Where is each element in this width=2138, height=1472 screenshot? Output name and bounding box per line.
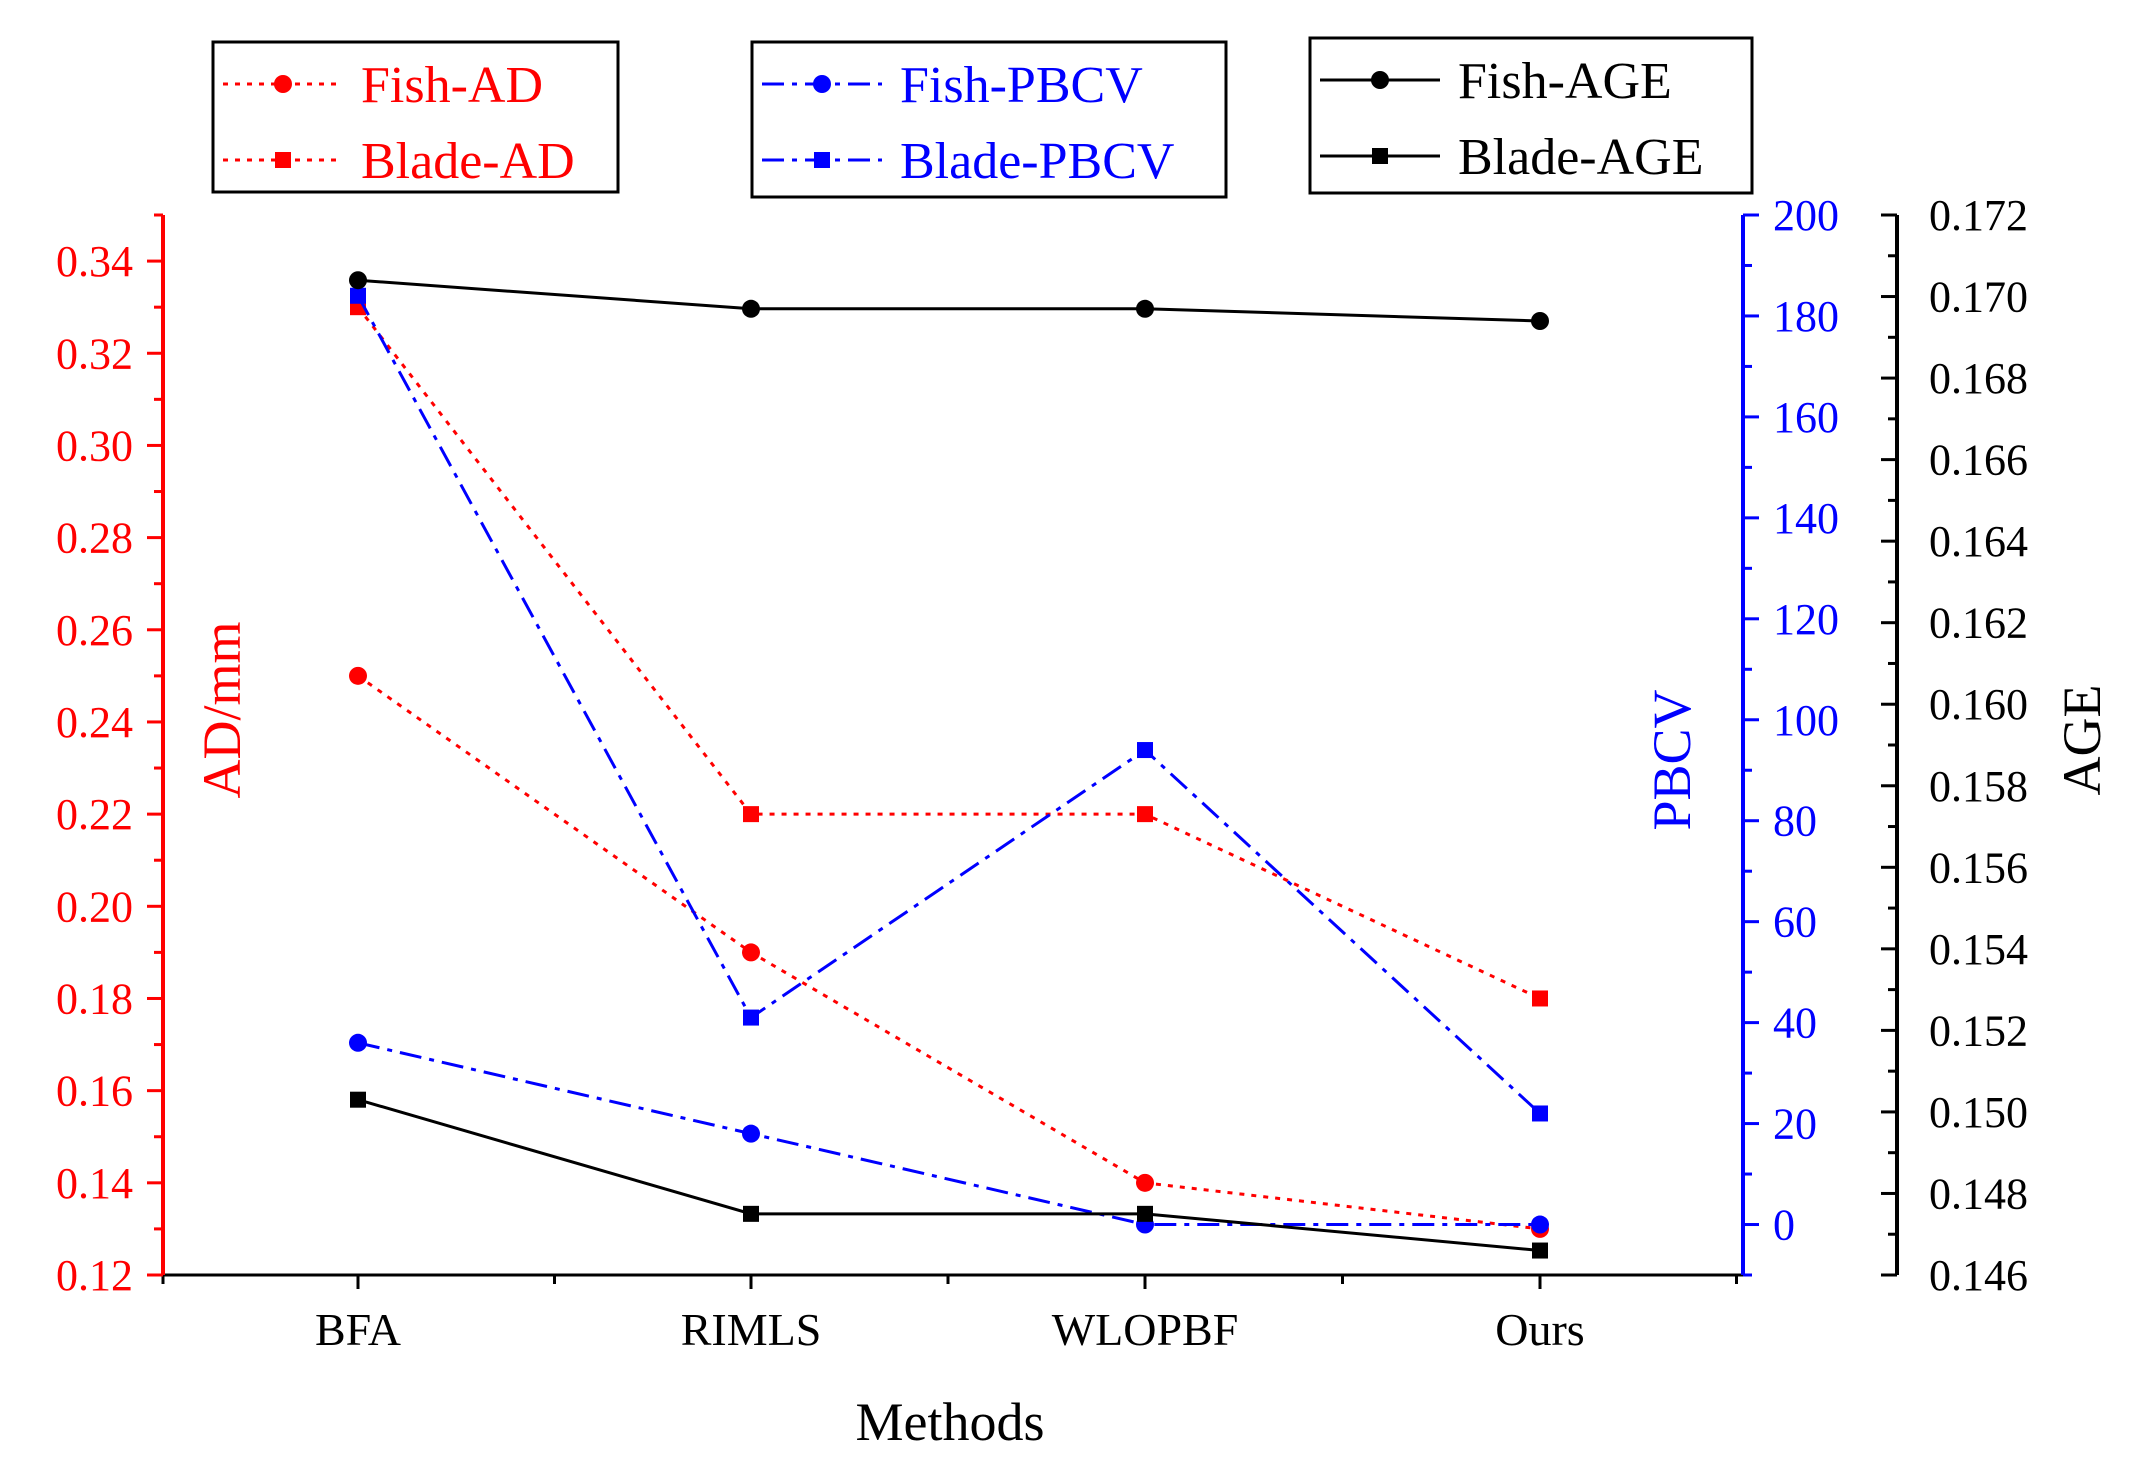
left-tick-label: 0.28 [56, 514, 133, 563]
legend-marker-fish-pbcv [813, 75, 831, 93]
data-point-fish-ad [349, 666, 367, 685]
right1-tick-label: 180 [1773, 292, 1839, 341]
left-tick-label: 0.16 [56, 1067, 133, 1116]
series-line-blade-age [357, 1098, 1541, 1253]
data-point-blade-ad [1532, 990, 1548, 1007]
right2-tick-label: 0.168 [1929, 354, 2028, 403]
x-tick-label: BFA [315, 1304, 401, 1355]
data-point-fish-pbcv [349, 1033, 367, 1052]
data-point-fish-ad [742, 943, 760, 962]
data-point-blade-ad [1137, 806, 1153, 823]
legend-label: Blade-AGE [1458, 129, 1703, 186]
right1-tick-label: 120 [1773, 595, 1839, 644]
series-line-blade-pbcv [356, 295, 1542, 1115]
right2-tick-label: 0.166 [1929, 436, 2028, 485]
data-point-blade-age [743, 1205, 759, 1222]
left-tick-label: 0.26 [56, 606, 133, 655]
legend-box [750, 40, 1228, 199]
left-axis-title: AD/mm [192, 621, 252, 798]
right2-tick-label: 0.170 [1929, 273, 2028, 322]
right1-axis-title: PBCV [1642, 689, 1702, 830]
data-point-blade-pbcv [1137, 742, 1153, 759]
series-line-blade-ad [356, 306, 1541, 1000]
right1-tick-label: 200 [1773, 191, 1839, 240]
data-point-fish-age [1531, 312, 1549, 330]
data-point-fish-pbcv [1531, 1215, 1549, 1234]
legend-ad: Fish-AD Blade-AD [211, 40, 620, 194]
x-tick-label: Ours [1495, 1304, 1584, 1355]
axes: BFA RIMLS WLOPBF Ours 0.12 0.14 0.16 0.18 0.20 0.… [56, 191, 2112, 1355]
data-point-fish-age [1136, 299, 1154, 318]
right1-tick-label: 40 [1773, 999, 1817, 1048]
series-layer [349, 271, 1549, 1259]
data-point-fish-ad [1136, 1173, 1154, 1192]
legend-marker-fish-ad [274, 75, 292, 93]
data-point-blade-age [1532, 1242, 1548, 1259]
right1-tick-label: 80 [1773, 797, 1817, 846]
series-line-fish-pbcv [357, 1041, 1540, 1227]
right2-axis-title: AGE [2052, 685, 2112, 796]
left-tick-label: 0.20 [56, 882, 133, 931]
data-point-blade-ad [743, 806, 759, 823]
data-point-blade-pbcv [743, 1009, 759, 1026]
left-tick-label: 0.32 [56, 329, 133, 378]
legend: Fish-AD Blade-AD Fish-PBCV Blade-PBCV Fish-A… [211, 36, 1754, 199]
x-tick-label: RIMLS [681, 1304, 822, 1355]
right1-tick-label: 100 [1773, 696, 1839, 745]
right2-tick-label: 0.152 [1929, 1006, 2028, 1055]
legend-label: Blade-PBCV [900, 133, 1174, 190]
left-tick-label: 0.30 [56, 421, 133, 470]
right2-tick-label: 0.154 [1929, 925, 2028, 974]
data-point-blade-pbcv [350, 287, 366, 304]
series-blade-ad [350, 299, 1548, 1007]
legend-label: Blade-AD [361, 133, 575, 190]
right1-tick-label: 140 [1773, 494, 1839, 543]
data-point-fish-pbcv [742, 1124, 760, 1143]
right2-tick-label: 0.164 [1929, 517, 2028, 566]
right1-tick-label: 0 [1773, 1201, 1795, 1250]
right1-tick-label: 160 [1773, 393, 1839, 442]
x-tick-label: WLOPBF [1052, 1304, 1239, 1355]
data-point-fish-age [742, 299, 760, 318]
right2-tick-label: 0.148 [1929, 1169, 2028, 1218]
series-fish-age [349, 271, 1549, 330]
left-tick-label: 0.14 [56, 1159, 133, 1208]
series-line-fish-ad [357, 674, 1541, 1231]
series-blade-pbcv [350, 287, 1548, 1122]
x-axis-title: Methods [856, 1392, 1045, 1452]
legend-box [1308, 36, 1754, 195]
left-tick-label: 0.12 [56, 1251, 133, 1300]
data-point-blade-pbcv [1532, 1105, 1548, 1122]
right2-tick-label: 0.156 [1929, 843, 2028, 892]
legend-label: Fish-AD [361, 57, 543, 114]
right2-tick-label: 0.146 [1929, 1251, 2028, 1300]
left-tick-label: 0.34 [56, 237, 133, 286]
legend-marker-blade-ad [275, 152, 291, 168]
left-tick-label: 0.24 [56, 698, 133, 747]
series-blade-age [350, 1091, 1548, 1259]
legend-marker-blade-pbcv [814, 152, 830, 168]
data-point-fish-age [349, 271, 367, 290]
legend-age: Fish-AGE Blade-AGE [1308, 36, 1754, 195]
right1-tick-label: 60 [1773, 898, 1817, 947]
series-line-fish-age [357, 278, 1541, 323]
right2-tick-label: 0.172 [1929, 191, 2028, 240]
right2-tick-label: 0.160 [1929, 680, 2028, 729]
right1-tick-label: 20 [1773, 1100, 1817, 1149]
legend-label: Fish-PBCV [900, 57, 1143, 114]
right2-tick-label: 0.150 [1929, 1088, 2028, 1137]
data-point-blade-age [1137, 1205, 1153, 1222]
series-fish-pbcv [349, 1033, 1549, 1234]
left-tick-label: 0.22 [56, 790, 133, 839]
right2-tick-label: 0.158 [1929, 762, 2028, 811]
legend-pbcv: Fish-PBCV Blade-PBCV [750, 40, 1228, 199]
legend-label: Fish-AGE [1458, 53, 1672, 110]
right2-tick-label: 0.162 [1929, 599, 2028, 648]
legend-marker-fish-age [1371, 71, 1389, 89]
legend-marker-blade-age [1372, 148, 1388, 164]
data-point-blade-age [350, 1091, 366, 1108]
series-fish-ad [349, 666, 1549, 1238]
left-tick-label: 0.18 [56, 974, 133, 1023]
